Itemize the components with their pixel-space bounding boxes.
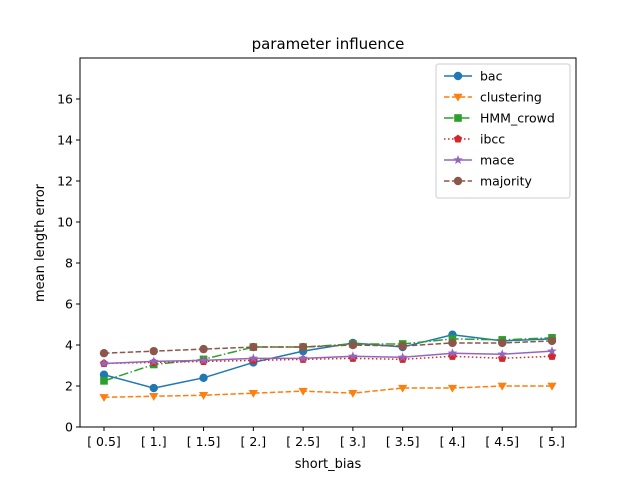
x-tick-label: [ 2.]: [241, 434, 267, 449]
data-point-majority: [348, 340, 358, 350]
x-tick-label: [ 0.5]: [87, 434, 121, 449]
data-point-mace: [248, 353, 259, 363]
series-line-mace: [103, 350, 553, 365]
series-line-majority: [103, 340, 553, 354]
legend-label-ibcc: ibcc: [480, 132, 505, 147]
plot-area: 0 2 4 6 8 10 12 14 16 [ 0.5] [ 1.] [ 1.5] [ 2.] [ 2.5…: [57, 57, 577, 449]
legend-item-clustering: clustering: [444, 90, 542, 105]
data-point-mace: [298, 353, 308, 363]
y-tick-label: 14: [57, 133, 73, 148]
data-point-mace: [397, 352, 408, 362]
y-tick-label: 6: [65, 297, 73, 312]
x-tick-label: [ 1.]: [141, 434, 167, 449]
x-tick-label: [ 4.]: [440, 434, 466, 449]
data-point-clustering: [497, 382, 507, 391]
data-point-mace: [198, 355, 209, 365]
legend-marker-mace: [453, 155, 463, 165]
x-tick-label: [ 3.5]: [386, 434, 420, 449]
x-axis-label: short_bias: [295, 457, 362, 472]
data-point-hmm-crowd: [100, 377, 108, 385]
data-point-bac: [199, 373, 208, 382]
data-point-majority: [249, 342, 258, 352]
data-point-mace: [99, 358, 109, 368]
y-tick-label: 8: [65, 256, 73, 271]
y-tick-label: 0: [65, 420, 73, 435]
y-axis-label: mean length error: [33, 183, 48, 302]
data-point-majority: [199, 344, 208, 354]
data-point-majority: [547, 336, 557, 346]
legend-label-majority: majority: [480, 174, 532, 189]
data-point-mace: [497, 349, 507, 359]
data-point-bac: [149, 383, 158, 393]
data-point-clustering: [547, 382, 557, 391]
series-clustering: [99, 382, 557, 402]
legend-label-bac: bac: [480, 69, 503, 84]
x-tick-label: [ 2.5]: [286, 434, 320, 449]
chart-title: parameter influence: [252, 35, 405, 53]
data-point-majority: [298, 342, 308, 352]
data-point-clustering: [248, 389, 258, 398]
legend-item-ibcc: ibcc: [444, 132, 505, 147]
data-point-clustering: [398, 384, 408, 393]
data-point-majority: [149, 346, 158, 356]
data-point-clustering: [348, 389, 358, 398]
series-line-ibcc: [103, 355, 553, 365]
data-point-clustering: [198, 392, 209, 400]
series-line-clustering: [103, 385, 552, 399]
data-point-majority: [99, 349, 109, 358]
legend-label-mace: mace: [480, 153, 515, 168]
data-point-clustering: [298, 387, 308, 396]
x-tick-label: [ 3.]: [340, 434, 366, 449]
data-point-mace: [547, 346, 557, 356]
legend-marker-hmm-crowd: [454, 114, 462, 122]
legend-item-mace: mace: [444, 153, 515, 168]
legend-label-hmm-crowd: HMM_crowd: [480, 111, 555, 126]
axes-frame: [79, 57, 577, 428]
legend-marker-ibcc: [453, 134, 463, 143]
series-majority: [99, 336, 557, 358]
legend-marker-majority: [453, 176, 463, 186]
y-tick-label: 10: [57, 215, 73, 230]
legend-marker-bac: [453, 71, 463, 81]
legend-marker-clustering: [453, 93, 463, 102]
y-tick-label: 2: [65, 379, 73, 394]
data-point-mace: [149, 356, 159, 366]
x-tick-label: [ 1.5]: [187, 434, 221, 449]
y-tick-label: 16: [57, 92, 73, 107]
data-point-clustering: [149, 393, 159, 401]
legend-item-hmm-crowd: HMM_crowd: [444, 111, 555, 126]
data-point-majority: [398, 341, 407, 351]
y-tick-label: 12: [57, 174, 73, 189]
data-point-mace: [447, 348, 458, 358]
y-tick-label: 4: [65, 338, 73, 353]
data-point-majority: [448, 338, 457, 348]
data-point-majority: [498, 338, 507, 348]
data-point-clustering: [99, 394, 109, 402]
data-point-clustering: [447, 384, 458, 393]
series-line-bac: [103, 333, 553, 389]
x-tick-label: [ 4.5]: [485, 434, 519, 449]
data-point-bac: [99, 370, 109, 379]
series-mace: [99, 346, 557, 368]
x-tick-label: [ 5.]: [539, 434, 565, 449]
legend-label-clustering: clustering: [480, 90, 542, 105]
data-point-mace: [348, 351, 358, 361]
legend-item-bac: bac: [444, 69, 503, 84]
legend-item-majority: majority: [444, 174, 532, 189]
